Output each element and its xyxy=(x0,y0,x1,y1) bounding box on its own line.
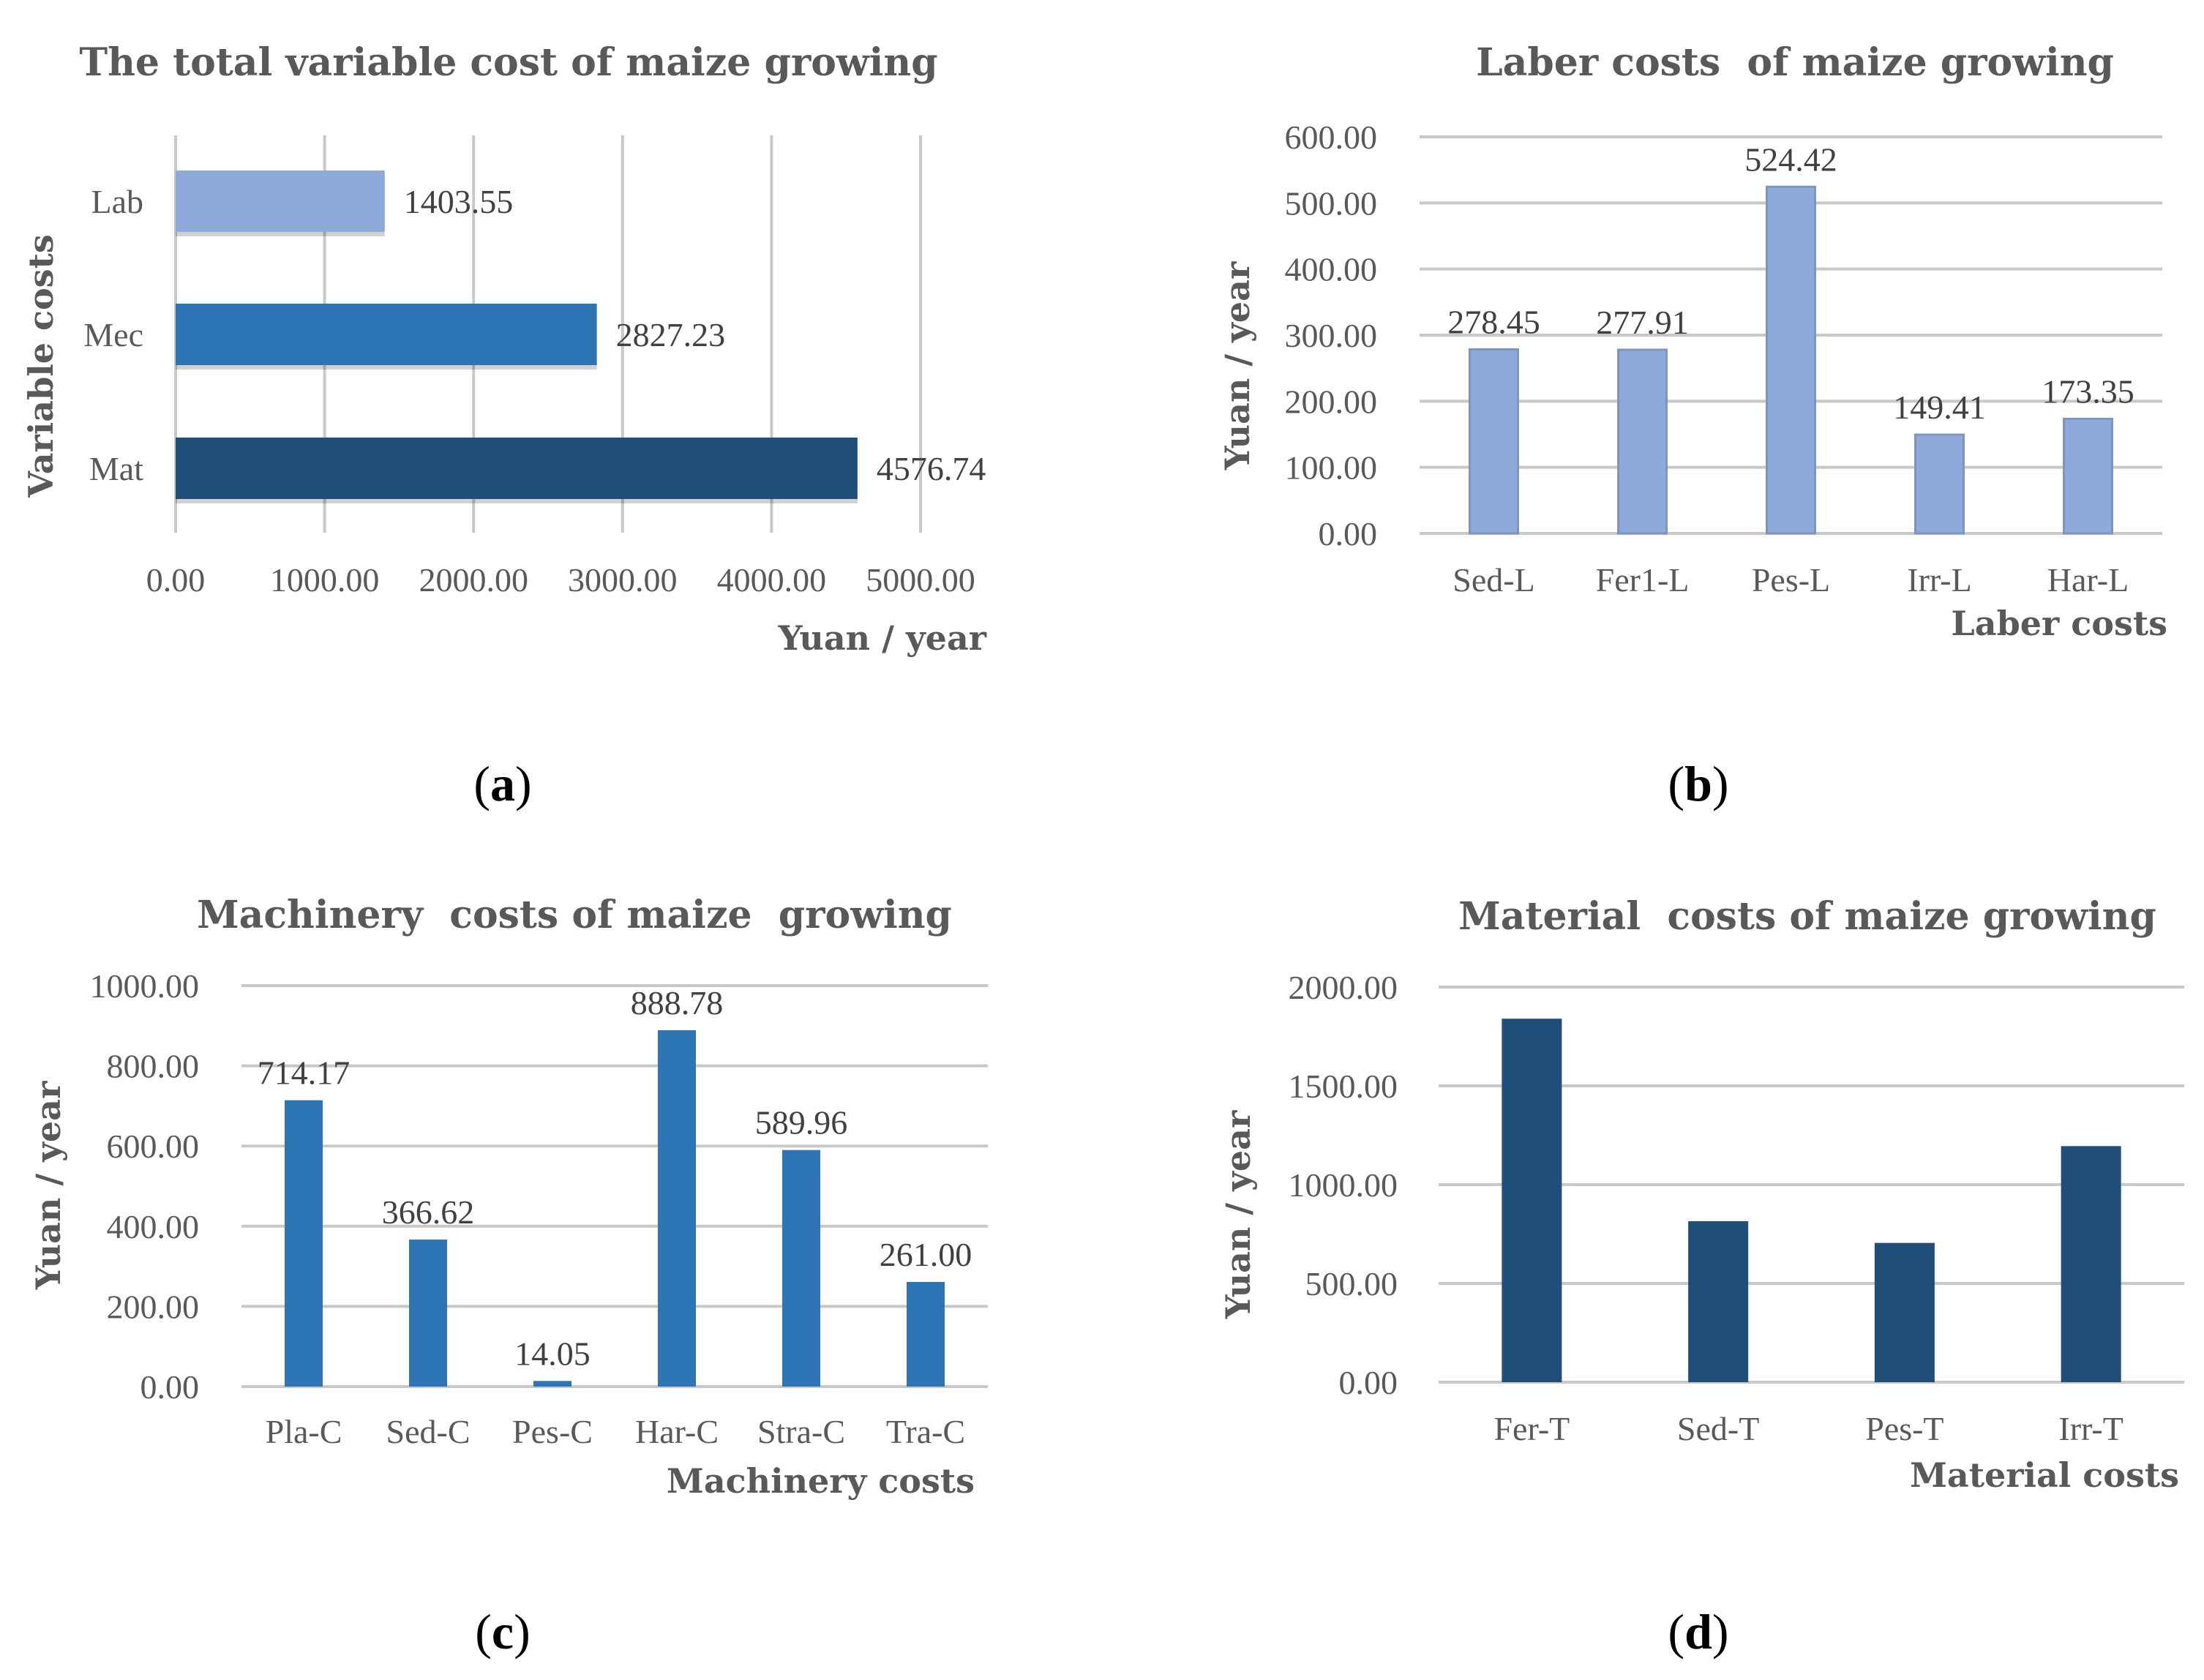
panel-d-title: Material costs of maize growing xyxy=(1458,894,2156,939)
panel-a-category-label: Mec xyxy=(83,316,143,353)
panel-d-y-tick-label: 1500.00 xyxy=(1289,1068,1398,1105)
panel-a-data-label: 2827.23 xyxy=(616,316,726,353)
panel-b-y-tick-label: 200.00 xyxy=(1285,383,1378,420)
panel-b-data-label: 277.91 xyxy=(1596,304,1689,341)
panel-d-bar-sed-t xyxy=(1688,1220,1749,1382)
panel-a-bar-mec xyxy=(176,304,597,365)
panel-d-bar-fer-t xyxy=(1502,1019,1562,1382)
panel-c-bar-stra-c xyxy=(782,1150,820,1387)
panel-d-x-tick-label: Sed-T xyxy=(1677,1410,1759,1447)
panel-c-data-label: 589.96 xyxy=(755,1104,848,1141)
panel-a-caption: (a) xyxy=(473,756,531,811)
panel-d-y-tick-label: 2000.00 xyxy=(1289,969,1398,1006)
panel-a-x-axis-title: Yuan / year xyxy=(778,618,987,658)
panel-d-y-tick-label: 1000.00 xyxy=(1289,1166,1398,1204)
panel-c-y-tick-label: 200.00 xyxy=(107,1288,200,1325)
panel-c-x-tick-label: Tra-C xyxy=(886,1413,965,1450)
panel-c-bar-tra-c xyxy=(907,1281,945,1387)
panel-a-category-label: Lab xyxy=(91,183,143,220)
panel-d-caption: (d) xyxy=(1668,1604,1728,1660)
panel-b-bar-har-l xyxy=(2063,417,2113,535)
panel-d-x-axis-title: Material costs xyxy=(1910,1455,2179,1495)
panel-c-y-tick-label: 1000.00 xyxy=(90,967,200,1005)
panel-b-y-tick-label: 300.00 xyxy=(1285,317,1378,354)
panel-c: Machinery costs of maize growing 0.00 200… xyxy=(29,893,988,1660)
panel-c-y-tick-label: 400.00 xyxy=(107,1208,200,1245)
panel-b-caption: (b) xyxy=(1668,756,1728,811)
panel-d-y-axis-title: Yuan / year xyxy=(1218,1110,1258,1319)
panel-c-data-label: 366.62 xyxy=(382,1193,475,1231)
panel-b-y-tick-label: 500.00 xyxy=(1285,184,1378,222)
panel-c-x-tick-label: Stra-C xyxy=(757,1413,845,1450)
panel-d-x-tick-label: Pes-T xyxy=(1865,1410,1944,1447)
panel-d-y-tick-label: 500.00 xyxy=(1305,1265,1398,1302)
panel-c-y-tick-label: 600.00 xyxy=(107,1128,200,1165)
panel-b-x-tick-label: Fer1-L xyxy=(1596,561,1690,599)
panel-a-y-axis-title: Variable costs xyxy=(21,234,61,498)
panel-a-x-tick-label: 2000.00 xyxy=(419,561,528,599)
panel-c-bar-har-c xyxy=(658,1030,696,1387)
panel-a-bar-mat xyxy=(176,438,858,499)
panel-b-data-label: 173.35 xyxy=(2042,372,2134,410)
panel-c-data-label: 14.05 xyxy=(514,1335,591,1372)
panel-c-x-tick-label: Har-C xyxy=(635,1413,719,1450)
panel-b-x-tick-label: Pes-L xyxy=(1752,561,1830,599)
panel-b-data-label: 278.45 xyxy=(1447,303,1540,340)
panel-b-x-tick-label: Sed-L xyxy=(1453,561,1534,599)
panel-d: Material costs of maize growing 0.00 500.… xyxy=(1218,894,2184,1660)
panel-b-data-label: 149.41 xyxy=(1893,389,1986,426)
panel-c-title: Machinery costs of maize growing xyxy=(197,893,952,937)
panel-c-x-tick-label: Sed-C xyxy=(386,1413,471,1450)
panel-a-category-label: Mat xyxy=(89,450,143,487)
panel-c-bar-pes-c xyxy=(533,1381,571,1387)
panel-a-x-tick-label: 3000.00 xyxy=(568,561,678,599)
panel-c-bar-pla-c xyxy=(285,1100,323,1387)
panel-d-x-tick-label: Irr-T xyxy=(2058,1410,2123,1447)
panel-c-caption-letter: c xyxy=(492,1604,514,1660)
panel-c-y-tick-label: 800.00 xyxy=(107,1048,200,1085)
panel-a-x-tick-label: 5000.00 xyxy=(866,561,975,599)
panel-b-bar-sed-l xyxy=(1469,348,1519,535)
panel-a-data-label: 4576.74 xyxy=(877,450,986,487)
panel-c-x-tick-label: Pla-C xyxy=(266,1413,342,1450)
panel-b-y-tick-label: 100.00 xyxy=(1285,449,1378,487)
panel-b-y-axis-title: Yuan / year xyxy=(1218,261,1257,470)
panel-c-data-label: 714.17 xyxy=(258,1054,351,1092)
panel-b-data-label: 524.42 xyxy=(1744,140,1837,178)
panel-a-x-tick-label: 4000.00 xyxy=(717,561,827,599)
panel-a-data-label: 1403.55 xyxy=(404,183,514,220)
panel-b-y-tick-label: 600.00 xyxy=(1285,119,1378,156)
panel-d-caption-letter: d xyxy=(1684,1604,1712,1660)
panel-c-x-axis-title: Machinery costs xyxy=(667,1461,975,1501)
panel-a-bar-lab xyxy=(176,170,385,232)
panel-b-y-tick-label: 0.00 xyxy=(1319,515,1378,552)
panel-d-x-tick-label: Fer-T xyxy=(1493,1410,1570,1447)
panel-a-caption-letter: a xyxy=(490,756,515,811)
panel-b-bar-pes-l xyxy=(1766,185,1816,535)
panel-d-bar-irr-t xyxy=(2061,1146,2121,1382)
panel-c-caption: (c) xyxy=(475,1604,531,1660)
panel-b-bar-fer1-l xyxy=(1617,348,1668,535)
panel-c-data-label: 888.78 xyxy=(631,984,724,1021)
panel-c-x-tick-label: Pes-C xyxy=(512,1413,593,1450)
panel-b-x-tick-label: Irr-L xyxy=(1907,561,1971,599)
panel-d-y-tick-label: 0.00 xyxy=(1339,1364,1398,1401)
panel-b-title: Laber costs of maize growing xyxy=(1476,40,2114,85)
panel-b-bar-irr-l xyxy=(1914,433,1965,535)
panel-c-bar-sed-c xyxy=(409,1240,447,1387)
panel-d-bar-pes-t xyxy=(1874,1242,1935,1382)
panel-c-y-axis-title: Yuan / year xyxy=(29,1081,68,1290)
panel-c-y-tick-label: 0.00 xyxy=(140,1368,200,1406)
panel-c-data-label: 261.00 xyxy=(880,1236,972,1273)
panel-b-x-axis-title: Laber costs xyxy=(1951,604,2167,643)
panel-b-x-tick-label: Har-L xyxy=(2047,561,2129,599)
panel-a-x-tick-label: 1000.00 xyxy=(270,561,380,599)
panel-b: Laber costs of maize growing 0.00 100.00 2… xyxy=(1218,40,2167,811)
panel-b-caption-letter: b xyxy=(1684,756,1712,811)
panel-b-y-tick-label: 400.00 xyxy=(1285,251,1378,288)
panel-a-x-tick-label: 0.00 xyxy=(146,561,206,599)
panel-a-title: The total variable cost of maize growing xyxy=(79,40,937,85)
panel-a: The total variable cost of maize growing… xyxy=(21,40,987,811)
